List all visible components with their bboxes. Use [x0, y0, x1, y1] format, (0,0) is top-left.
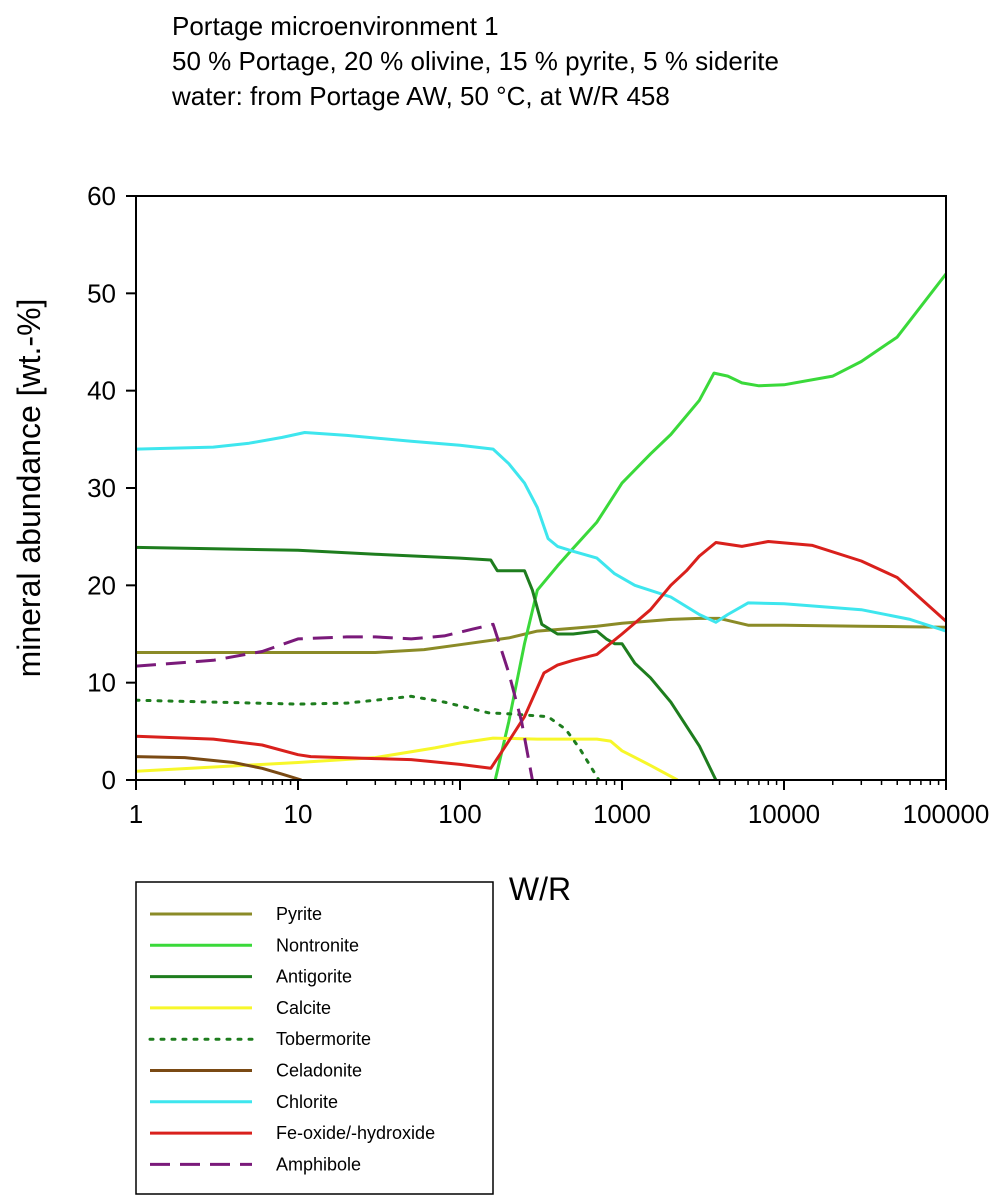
legend-label-fe-oxide-hydroxide: Fe-oxide/-hydroxide [276, 1123, 435, 1143]
series-line-amphibole [136, 622, 534, 780]
legend: Pyrite Nontronite Antigorite Calcite Tobermo… [148, 904, 435, 1174]
series-line-celadonite [136, 755, 302, 780]
legend-label-pyrite: Pyrite [276, 904, 322, 924]
title-line-1: Portage microenvironment 1 [172, 11, 499, 41]
series-line-fe-oxide-hydroxide [136, 540, 946, 770]
x-tick-label: 1000 [593, 799, 651, 829]
series-line-tobermorite [136, 694, 601, 780]
series-line-nontronite [493, 272, 946, 780]
y-tick-label: 60 [87, 181, 116, 211]
title-line-3: water: from Portage AW, 50 °C, at W/R 45… [171, 81, 670, 111]
plot-frame [135, 195, 947, 781]
legend-label-tobermorite: Tobermorite [276, 1029, 371, 1049]
y-tick-label: 10 [87, 668, 116, 698]
x-axis-ticks: 1 10 100 1000 10000 100000 [129, 780, 990, 829]
series-line-pyrite [136, 616, 946, 654]
legend-label-nontronite: Nontronite [276, 935, 359, 955]
x-tick-label: 10 [284, 799, 313, 829]
x-tick-label: 10000 [748, 799, 820, 829]
y-tick-label: 40 [87, 376, 116, 406]
x-axis-label: W/R [509, 871, 571, 907]
x-tick-label: 100 [438, 799, 481, 829]
series-line-chlorite [136, 431, 946, 633]
legend-label-celadonite: Celadonite [276, 1061, 362, 1081]
y-axis-ticks: 0 10 20 30 40 50 60 [87, 181, 136, 795]
chart-title: Portage microenvironment 1 50 % Portage,… [171, 11, 779, 111]
x-tick-label: 1 [129, 799, 143, 829]
legend-label-chlorite: Chlorite [276, 1092, 338, 1112]
title-line-2: 50 % Portage, 20 % olivine, 15 % pyrite,… [172, 46, 779, 76]
y-tick-label: 0 [102, 765, 116, 795]
y-tick-label: 20 [87, 570, 116, 600]
legend-label-antigorite: Antigorite [276, 967, 352, 987]
x-tick-label: 100000 [903, 799, 990, 829]
series-line-antigorite [136, 545, 718, 780]
y-tick-label: 30 [87, 473, 116, 503]
legend-label-amphibole: Amphibole [276, 1154, 361, 1174]
legend-label-calcite: Calcite [276, 998, 331, 1018]
y-axis-label: mineral abundance [wt.-%] [11, 299, 47, 678]
y-tick-label: 50 [87, 278, 116, 308]
series-layer [136, 272, 946, 780]
